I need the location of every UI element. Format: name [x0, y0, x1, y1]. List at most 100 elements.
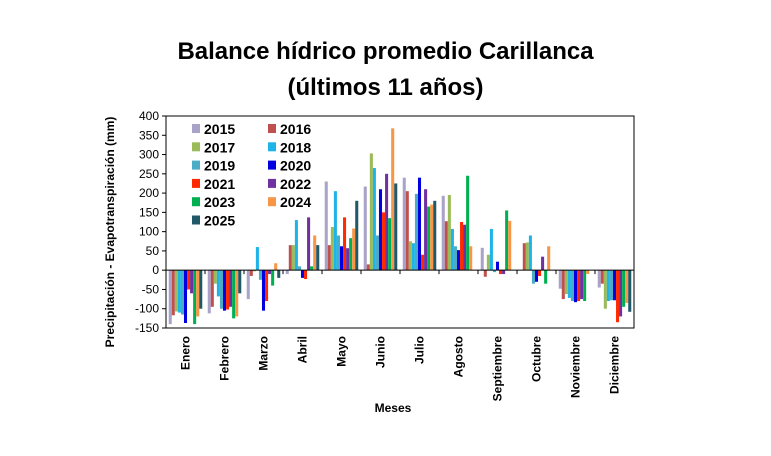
chart-title-line-1: Balance hídrico promedio Carillanca [177, 38, 594, 65]
x-tick-label: Diciembre [608, 336, 622, 394]
bar-2016-julio [405, 191, 409, 271]
bar-2023-octubre [544, 270, 548, 284]
bar-2019-junio [375, 235, 379, 271]
gridlines [165, 115, 635, 329]
axes: -150 -100 -50 0 50 100 150 200 250 300 350 400 Enero… [135, 109, 635, 401]
bar-2025-abril [316, 245, 320, 271]
bar-2022-abril [307, 217, 311, 271]
bar-2023-julio [427, 206, 431, 271]
x-tick-label: Febrero [218, 336, 232, 381]
y-tick-label: -150 [135, 321, 159, 335]
bar-2020-febrero [222, 270, 227, 311]
bar-2018-mayo [333, 191, 337, 271]
legend-label-2018: 2018 [280, 139, 311, 155]
y-tick-label: 150 [139, 205, 159, 219]
bar-2022-enero [190, 270, 194, 294]
x-tick-label: Marzo [257, 336, 271, 371]
bar-2016-septiembre [483, 270, 487, 277]
bar-2020-octubre [534, 270, 539, 282]
bar-2019-febrero [219, 270, 223, 309]
bar-2023-diciembre [622, 270, 626, 307]
bar-2020-noviembre [573, 270, 578, 303]
y-tick-label: 200 [139, 186, 159, 200]
bar-2023-febrero [232, 270, 236, 319]
y-tick-label: 400 [139, 109, 159, 123]
bar-2017-marzo [252, 270, 256, 272]
bar-2015-abril [285, 270, 289, 275]
x-tick-label: Agosto [452, 336, 466, 377]
bar-2024-noviembre [586, 270, 590, 275]
x-axis-label: Meses [375, 401, 412, 415]
bar-2019-diciembre [609, 270, 613, 301]
x-tick-label: Mayo [335, 336, 349, 367]
bar-2025-febrero [238, 270, 242, 294]
bar-2024-enero [196, 270, 200, 317]
legend-label-2016: 2016 [280, 121, 311, 137]
bar-2020-marzo [261, 270, 266, 311]
bar-2020-mayo [339, 246, 344, 271]
bar-2017-febrero [213, 270, 217, 284]
bar-2015-julio [402, 177, 406, 271]
bar-2019-enero [180, 270, 184, 315]
bar-2022-marzo [268, 270, 272, 275]
bar-2016-octubre [522, 243, 526, 271]
legend-swatch-2017 [192, 142, 200, 152]
plot-frame [165, 115, 635, 329]
bar-2019-septiembre [492, 270, 496, 273]
bar-2025-junio [394, 183, 398, 271]
bar-2025-diciembre [628, 270, 632, 312]
bar-2015-diciembre [597, 270, 601, 288]
bar-2016-febrero [210, 270, 214, 307]
bar-2022-agosto [463, 224, 467, 271]
legend-label-2019: 2019 [204, 158, 235, 174]
bar-2015-junio [363, 186, 367, 271]
bar-2017-mayo [330, 227, 334, 271]
bar-2021-enero [187, 270, 191, 290]
bar-2020-julio [417, 177, 422, 271]
bar-2017-agosto [447, 195, 451, 271]
y-tick-label: 250 [139, 167, 159, 181]
bar-2016-mayo [327, 245, 331, 271]
bar-2017-enero [174, 270, 178, 312]
bar-2025-julio [433, 200, 437, 271]
bar-2018-octubre [528, 235, 532, 271]
bar-2019-marzo [258, 270, 262, 280]
bar-2022-febrero [229, 270, 233, 307]
bar-2016-marzo [249, 270, 253, 276]
bar-2016-noviembre [561, 270, 565, 300]
bar-2018-junio [372, 168, 376, 271]
bar-2017-noviembre [564, 270, 568, 295]
bar-2021-septiembre [499, 270, 503, 275]
bar-2018-noviembre [567, 270, 571, 298]
legend-label-2023: 2023 [204, 194, 235, 210]
bar-2021-noviembre [577, 270, 581, 302]
bar-2023-noviembre [583, 270, 587, 302]
y-tick-label: 300 [139, 148, 159, 162]
bar-2023-marzo [271, 270, 275, 286]
bar-2025-mayo [355, 200, 359, 271]
bar-2017-julio [408, 241, 412, 271]
bar-2021-julio [421, 254, 425, 271]
legend-swatch-2016 [268, 124, 276, 133]
bar-2019-octubre [531, 270, 535, 284]
bar-2024-julio [430, 204, 434, 271]
legend-swatch-2019 [192, 160, 200, 170]
bar-2022-octubre [541, 256, 545, 271]
bar-2024-diciembre [625, 270, 629, 303]
bar-2024-octubre [547, 246, 551, 271]
legend-swatch-2022 [268, 178, 276, 188]
bar-2020-abril [300, 270, 305, 278]
bar-2023-enero [193, 270, 197, 325]
y-tick-label: -50 [142, 282, 160, 296]
bar-2021-febrero [226, 270, 230, 310]
legend-label-2015: 2015 [204, 121, 235, 137]
y-tick-label: 50 [146, 244, 160, 258]
bar-2021-diciembre [616, 270, 620, 323]
legend-swatch-2020 [268, 160, 276, 170]
legend-label-2020: 2020 [280, 158, 311, 174]
bar-2023-agosto [466, 175, 470, 271]
bar-2017-diciembre [603, 270, 607, 309]
chart-title-line-2: (últimos 11 años) [287, 74, 484, 101]
bar-2016-junio [366, 264, 370, 271]
legend-swatch-2021 [192, 178, 200, 188]
